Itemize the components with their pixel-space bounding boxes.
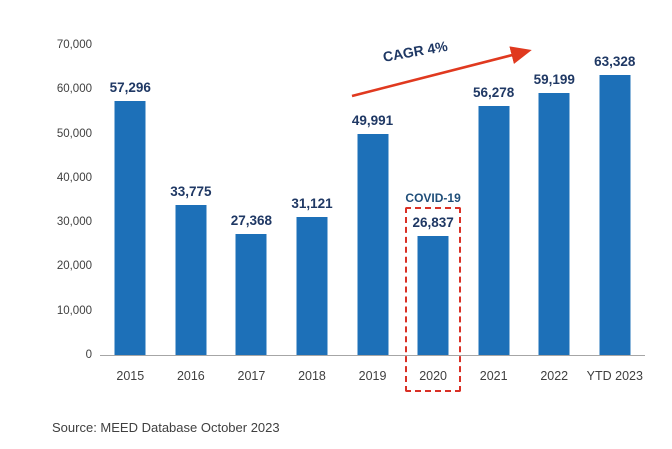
plot-area: 57,296 2015 33,775 2016 27,368 2017 31,121 2018… [100,45,645,393]
bar [235,233,267,355]
bar-column: 31,121 2018 [282,45,343,393]
bar-value-label: 57,296 [109,80,151,96]
bar-column: 59,199 2022 [524,45,585,393]
y-tick-label: 60,000 [56,83,92,96]
bar-column: 63,328 YTD 2023 [585,45,646,393]
bar-column: 27,368 2017 [221,45,282,393]
y-tick-label: 50,000 [56,127,92,140]
bar-value-label: 27,368 [230,212,273,228]
cagr-trend-arrow-icon [351,46,532,98]
bar-value-label: 63,328 [594,53,636,69]
y-tick-label: 0 [85,349,92,361]
y-tick-label: 10,000 [56,304,92,317]
bar [175,205,207,355]
x-tick-label: 2020 [419,369,447,383]
bar-value-label: 49,991 [351,112,394,128]
bar-value-label: 31,121 [291,196,333,212]
bar [538,92,570,355]
covid-highlight-box [405,207,462,392]
x-tick-label: 2016 [176,369,205,383]
y-tick-label: 70,000 [56,39,92,51]
y-tick-label: 30,000 [56,216,92,229]
x-tick-label: 2018 [298,369,326,383]
x-tick-label: 2021 [479,369,508,383]
y-axis: 70,000 60,000 50,000 40,000 30,000 20,000 10,0… [0,39,92,361]
bar-column: 33,775 2016 [161,45,222,393]
bar [296,217,328,355]
bar [417,236,449,355]
bar-column: 57,296 2015 [100,45,161,393]
x-tick-label: 2022 [540,369,569,383]
x-tick-label: YTD 2023 [586,369,643,383]
source-note: Source: MEED Database October 2023 [52,420,280,435]
x-tick-label: 2017 [237,369,266,383]
bar [478,105,510,355]
y-tick-label: 40,000 [56,171,92,184]
x-tick-label: 2019 [358,369,387,383]
bar-value-label: 33,775 [170,184,212,200]
bar-column: 49,991 2019 [342,45,403,393]
bar-value-label: 59,199 [533,71,575,87]
bar [599,74,631,355]
bar [357,133,389,355]
bar-column: 26,837 2020 COVID-19 [403,45,464,393]
covid-label: COVID-19 [405,191,461,206]
bar [114,101,146,355]
bar-column: 56,278 2021 [463,45,524,393]
y-tick-label: 20,000 [56,260,92,273]
x-tick-label: 2015 [116,369,145,383]
bar-value-label: 56,278 [473,84,515,100]
bar-value-label: 26,837 [412,215,454,231]
